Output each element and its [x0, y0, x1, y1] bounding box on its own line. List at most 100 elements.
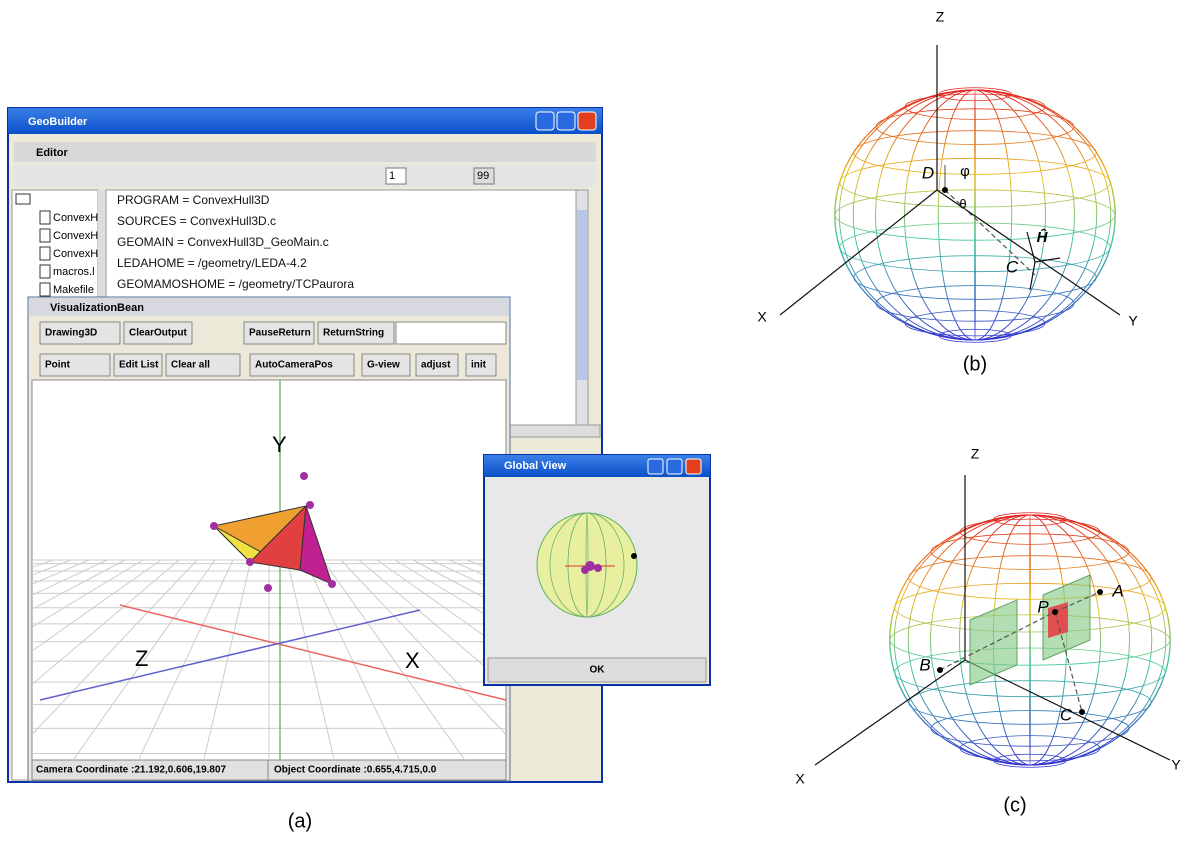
meridian: [937, 89, 1013, 341]
tree-item[interactable]: ConvexH: [53, 248, 98, 260]
meridian: [930, 514, 1130, 766]
tool-button[interactable]: [39, 321, 121, 345]
label: D: [922, 163, 934, 182]
editor-title: Editor: [36, 147, 68, 159]
axis-line: [1054, 611, 1083, 713]
tree-item[interactable]: macros.l: [53, 266, 95, 278]
latitude: [875, 108, 1075, 145]
tree-item[interactable]: ConvexH: [53, 212, 98, 224]
axis-label: Z: [135, 646, 148, 671]
label: (c): [1003, 794, 1026, 816]
zoom-label: 99: [477, 170, 489, 182]
object-status: Object Coordinate :0.655,4.715,0.0: [274, 765, 437, 776]
mini-sphere: [549, 512, 625, 618]
label: Y: [1128, 313, 1138, 329]
tool-button[interactable]: [465, 353, 497, 377]
axis-line: [1034, 257, 1061, 263]
tool-button[interactable]: [165, 353, 241, 377]
tool-button[interactable]: [317, 321, 395, 345]
point: [937, 667, 943, 673]
tool-button[interactable]: [39, 353, 111, 377]
minimize-button[interactable]: [535, 111, 555, 131]
hull-face: [299, 505, 333, 585]
latitude: [834, 189, 1116, 241]
tool-button[interactable]: [361, 353, 411, 377]
meridian: [907, 514, 1153, 766]
axis-line: [814, 659, 966, 766]
meridian: [937, 89, 1013, 341]
tool-button-label: ReturnString: [323, 328, 384, 339]
close-button[interactable]: [685, 458, 702, 475]
toolbar-2: Point Edit List Clear all AutoCameraPos G-vi…: [39, 353, 497, 377]
folder-icon: [15, 193, 31, 205]
tool-button[interactable]: [249, 353, 355, 377]
text-field[interactable]: [395, 321, 507, 345]
floor-line: [322, 559, 466, 760]
toolbar: [14, 165, 596, 187]
label: Z: [936, 9, 945, 25]
axis-line: [1054, 591, 1101, 613]
label: X: [757, 309, 767, 325]
label: Z: [971, 446, 980, 462]
axis-line: [964, 659, 1171, 761]
latitude: [853, 255, 1097, 300]
axis-label: Y: [272, 432, 287, 457]
meridian: [1029, 514, 1031, 766]
global-view-title: Global View: [504, 460, 567, 472]
maximize-button[interactable]: [556, 111, 576, 131]
tree-item[interactable]: ConvexH: [53, 230, 98, 242]
editor-header: [14, 142, 596, 162]
label: Ĥ: [1037, 228, 1049, 246]
label: C: [1060, 705, 1073, 724]
point: [1079, 709, 1085, 715]
tool-button-label: PauseReturn: [249, 328, 311, 339]
tree-item[interactable]: Makefile: [53, 284, 94, 296]
editor-line: LEDAHOME = /geometry/LEDA-4.2: [117, 256, 307, 270]
point: [328, 580, 336, 588]
meridian: [834, 89, 1116, 341]
point: [210, 522, 218, 530]
editor-line: GEOMAMOSHOME = /geometry/TCPaurora: [117, 277, 354, 291]
ok-button[interactable]: [487, 657, 707, 683]
global-view-window: Global View OK: [483, 454, 711, 686]
floor-line: [72, 559, 216, 760]
meridian: [838, 89, 1112, 341]
meridian: [893, 514, 1167, 766]
frame-field[interactable]: [385, 167, 407, 185]
floor-line: [412, 559, 506, 610]
close-button[interactable]: [577, 111, 597, 131]
editor-line: SOURCES = ConvexHull3D.c: [117, 214, 276, 228]
label: B: [919, 655, 930, 674]
zoom-button[interactable]: [473, 167, 495, 185]
file-icon: [39, 264, 51, 279]
tree-items: ConvexH ConvexH ConvexH macros.l Makefile: [15, 193, 98, 297]
latitude: [839, 222, 1111, 273]
latitude: [894, 647, 1166, 698]
floor-line: [137, 559, 234, 760]
floor-line: [286, 559, 335, 760]
maximize-button[interactable]: [666, 458, 683, 475]
vis-title: VisualizationBean: [50, 302, 144, 314]
tool-button[interactable]: [243, 321, 315, 345]
editor-line: GEOMAIN = ConvexHull3D_GeoMain.c: [117, 235, 329, 249]
meridian: [904, 89, 1046, 341]
meridian: [889, 514, 1171, 766]
point: [1052, 609, 1058, 615]
meridian: [838, 89, 1112, 341]
meridian: [893, 514, 1167, 766]
z-axis: [39, 609, 421, 701]
axis-line: [1026, 231, 1036, 263]
floor-line: [394, 559, 506, 628]
tool-button[interactable]: [123, 321, 193, 345]
minimize-button[interactable]: [647, 458, 664, 475]
point: [942, 187, 948, 193]
tool-button-label: ClearOutput: [129, 328, 187, 339]
meridian: [930, 514, 1130, 766]
tool-button[interactable]: [113, 353, 163, 377]
tool-button[interactable]: [415, 353, 459, 377]
floor-line: [32, 559, 126, 610]
window-title: GeoBuilder: [28, 116, 88, 128]
floor-line: [32, 559, 144, 628]
label: C: [1006, 257, 1019, 276]
